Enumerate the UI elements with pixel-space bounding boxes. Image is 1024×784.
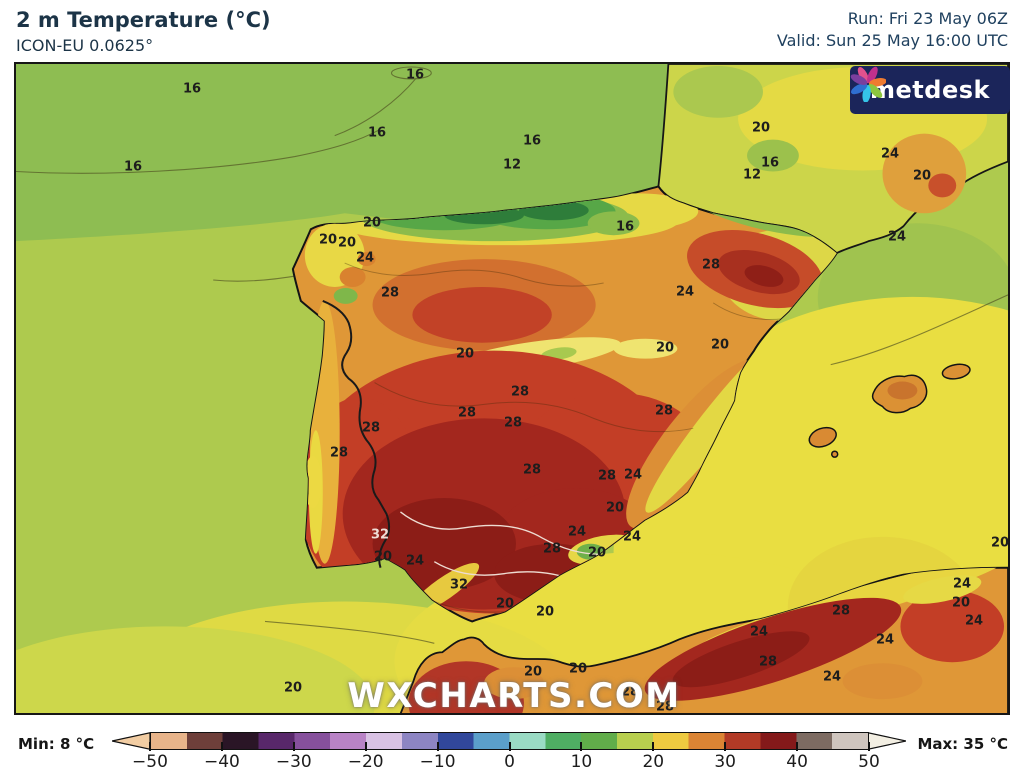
colorbar-tick-label: 40 (786, 752, 808, 772)
colorbar-tick (796, 742, 799, 751)
temperature-map-svg (16, 64, 1008, 713)
colorbar-tick-label: 10 (570, 752, 593, 772)
colorbar-tick-label: 50 (858, 752, 880, 772)
sea-south-atlantic (16, 626, 375, 713)
run-valid-info: Run: Fri 23 May 06Z Valid: Sun 25 May 16… (777, 8, 1008, 53)
sea-cool-region (16, 64, 714, 242)
colorbar-tick-label: −30 (275, 752, 312, 772)
colorbar-arrow-right (868, 732, 906, 750)
metdesk-flower-icon (850, 66, 886, 102)
sea-isotherms (16, 66, 1008, 644)
colorbar-arrow-left (112, 732, 150, 750)
model-subtitle: ICON-EU 0.0625° (16, 36, 154, 55)
colorbar-tick (580, 742, 583, 751)
colorbar-tick-label: 0 (504, 752, 515, 772)
colorbar-tick-label: 20 (642, 752, 665, 772)
run-label: Run: Fri 23 May 06Z (847, 9, 1008, 28)
colorbar-tick (364, 742, 367, 751)
colorbar-tick-label: −20 (347, 752, 384, 772)
metdesk-logo: metdesk (850, 66, 1010, 114)
valid-label: Valid: Sun 25 May 16:00 UTC (776, 31, 1008, 51)
max-temp-label: Max: 35 °C (917, 735, 1008, 753)
colorbar-tick (508, 742, 511, 751)
colorbar-tick-label: −40 (203, 752, 240, 772)
colorbar-tick (436, 742, 439, 751)
colorbar-tick (652, 742, 655, 751)
colorbar-tick-label: 30 (714, 752, 737, 772)
temperature-map: 16 16 16 16 16 12 20 16 12 16 24 20 24 20 20 20 24 28 28 24… (14, 62, 1010, 716)
africa-temperature-fill (408, 567, 1006, 713)
portugal-spain-border (322, 299, 391, 568)
colorbar-tick-label: −10 (419, 752, 456, 772)
page-title: 2 m Temperature (°C) (16, 8, 271, 32)
balearic-islands (808, 363, 971, 458)
colorbar-tick (149, 742, 151, 751)
watermark: WXCHARTS.COM (347, 676, 681, 716)
colorbar-tick-label: −50 (132, 752, 168, 772)
colorbar-tick (868, 742, 870, 751)
colorbar-tick (292, 742, 295, 751)
metdesk-logo-text: metdesk (870, 76, 990, 104)
colorbar-tick (220, 742, 223, 751)
colorbar-tick (724, 742, 727, 751)
min-temp-label: Min: 8 °C (18, 735, 95, 753)
